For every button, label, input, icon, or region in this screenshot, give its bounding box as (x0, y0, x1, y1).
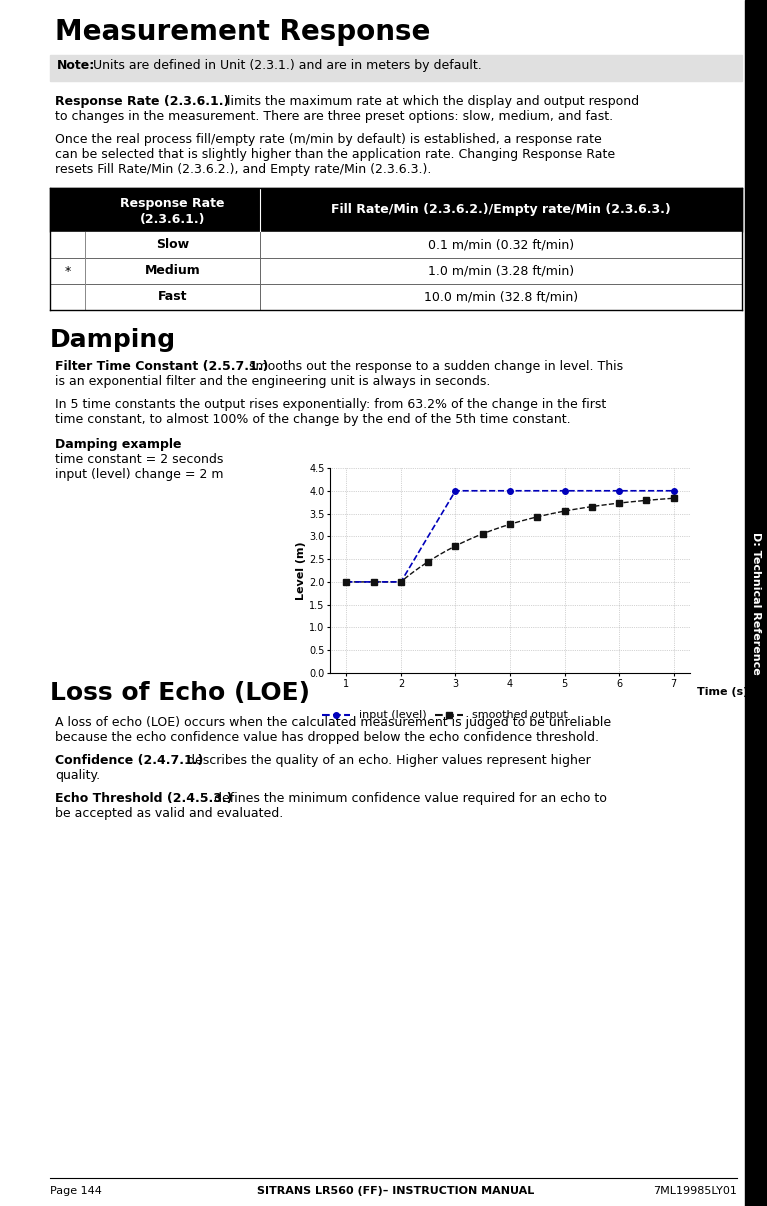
Text: A loss of echo (LOE) occurs when the calculated measurement is judged to be unre: A loss of echo (LOE) occurs when the cal… (55, 716, 611, 728)
Text: Filter Time Constant (2.5.7.1.): Filter Time Constant (2.5.7.1.) (55, 361, 268, 373)
Text: be accepted as valid and evaluated.: be accepted as valid and evaluated. (55, 807, 283, 820)
Text: D: Technical Reference: D: Technical Reference (751, 532, 761, 674)
Text: 1.0 m/min (3.28 ft/min): 1.0 m/min (3.28 ft/min) (428, 264, 574, 277)
Text: smooths out the response to a sudden change in level. This: smooths out the response to a sudden cha… (245, 361, 623, 373)
Text: limits the maximum rate at which the display and output respond: limits the maximum rate at which the dis… (223, 95, 639, 109)
Text: Once the real process fill/empty rate (m/min by default) is established, a respo: Once the real process fill/empty rate (m… (55, 133, 602, 146)
Text: quality.: quality. (55, 769, 100, 781)
Text: In 5 time constants the output rises exponentially: from 63.2% of the change in : In 5 time constants the output rises exp… (55, 398, 606, 411)
Text: is an exponential filter and the engineering unit is always in seconds.: is an exponential filter and the enginee… (55, 375, 490, 388)
Text: Confidence (2.4.7.1.): Confidence (2.4.7.1.) (55, 754, 203, 767)
Legend: input (level), smoothed output: input (level), smoothed output (318, 706, 572, 725)
Text: Medium: Medium (145, 264, 200, 277)
Text: 10.0 m/min (32.8 ft/min): 10.0 m/min (32.8 ft/min) (424, 291, 578, 304)
Text: SITRANS LR560 (FF)– INSTRUCTION MANUAL: SITRANS LR560 (FF)– INSTRUCTION MANUAL (258, 1185, 535, 1196)
Text: describes the quality of an echo. Higher values represent higher: describes the quality of an echo. Higher… (183, 754, 591, 767)
Text: Echo Threshold (2.4.5.3.): Echo Threshold (2.4.5.3.) (55, 792, 232, 804)
Bar (50, 232, 742, 258)
Bar (50, 55, 742, 81)
Text: Note:: Note: (57, 59, 95, 72)
Text: 7ML19985LY01: 7ML19985LY01 (653, 1185, 737, 1196)
Bar (50, 283, 742, 310)
Text: *: * (64, 264, 71, 277)
Text: because the echo confidence value has dropped below the echo confidence threshol: because the echo confidence value has dr… (55, 731, 599, 744)
Bar (50, 258, 742, 283)
Text: defines the minimum confidence value required for an echo to: defines the minimum confidence value req… (210, 792, 607, 804)
Text: can be selected that is slightly higher than the application rate. Changing Resp: can be selected that is slightly higher … (55, 148, 615, 160)
Text: Time (s): Time (s) (697, 687, 749, 697)
Text: time constant, to almost 100% of the change by the end of the 5th time constant.: time constant, to almost 100% of the cha… (55, 412, 571, 426)
Text: Fill Rate/Min (2.3.6.2.)/Empty rate/Min (2.3.6.3.): Fill Rate/Min (2.3.6.2.)/Empty rate/Min … (331, 204, 671, 217)
Text: to changes in the measurement. There are three preset options: slow, medium, and: to changes in the measurement. There are… (55, 110, 613, 123)
Text: input (level) change = 2 m: input (level) change = 2 m (55, 468, 223, 481)
Text: Damping: Damping (50, 328, 176, 352)
Text: Damping example: Damping example (55, 438, 182, 451)
Text: 0.1 m/min (0.32 ft/min): 0.1 m/min (0.32 ft/min) (428, 239, 574, 252)
Text: Slow: Slow (156, 239, 189, 252)
Text: Fast: Fast (158, 291, 187, 304)
Text: time constant = 2 seconds: time constant = 2 seconds (55, 453, 223, 466)
Text: Page 144: Page 144 (50, 1185, 102, 1196)
Text: Units are defined in Unit (2.3.1.) and are in meters by default.: Units are defined in Unit (2.3.1.) and a… (89, 59, 482, 72)
Text: resets Fill Rate/Min (2.3.6.2.), and Empty rate/Min (2.3.6.3.).: resets Fill Rate/Min (2.3.6.2.), and Emp… (55, 163, 431, 176)
Text: Loss of Echo (LOE): Loss of Echo (LOE) (50, 681, 310, 706)
Text: Response Rate
(2.3.6.1.): Response Rate (2.3.6.1.) (120, 198, 225, 227)
Text: Measurement Response: Measurement Response (55, 18, 430, 46)
Text: Response Rate (2.3.6.1.): Response Rate (2.3.6.1.) (55, 95, 229, 109)
Bar (50, 188, 742, 232)
Y-axis label: Level (m): Level (m) (296, 541, 306, 599)
Bar (745, 0, 767, 1206)
